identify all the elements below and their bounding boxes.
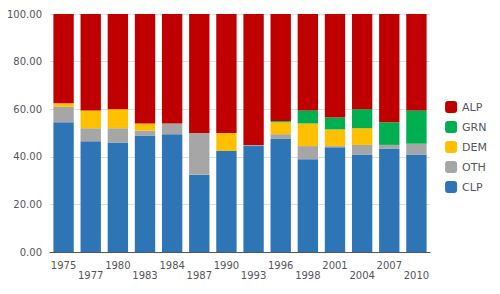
svg-text:GRN: GRN xyxy=(462,121,486,134)
svg-text:2007: 2007 xyxy=(377,260,402,271)
svg-text:40.00: 40.00 xyxy=(13,151,42,162)
svg-text:1998: 1998 xyxy=(295,270,320,281)
svg-text:1980: 1980 xyxy=(105,260,130,271)
svg-text:1993: 1993 xyxy=(241,270,266,281)
svg-text:ALP: ALP xyxy=(462,101,483,114)
svg-text:0.00: 0.00 xyxy=(20,247,42,258)
svg-text:100.00: 100.00 xyxy=(7,9,42,20)
svg-text:1975: 1975 xyxy=(51,260,76,271)
svg-text:2001: 2001 xyxy=(322,260,347,271)
svg-text:2004: 2004 xyxy=(349,270,374,281)
svg-text:1984: 1984 xyxy=(159,260,184,271)
svg-text:1996: 1996 xyxy=(268,260,293,271)
svg-text:OTH: OTH xyxy=(462,161,486,174)
svg-text:1987: 1987 xyxy=(187,270,212,281)
svg-text:80.00: 80.00 xyxy=(13,56,42,67)
svg-text:1990: 1990 xyxy=(214,260,239,271)
svg-text:1983: 1983 xyxy=(132,270,157,281)
svg-text:1977: 1977 xyxy=(78,270,103,281)
svg-text:20.00: 20.00 xyxy=(13,199,42,210)
svg-text:CLP: CLP xyxy=(462,181,483,194)
svg-text:60.00: 60.00 xyxy=(13,104,42,115)
svg-text:DEM: DEM xyxy=(462,141,487,154)
svg-text:2010: 2010 xyxy=(404,270,429,281)
